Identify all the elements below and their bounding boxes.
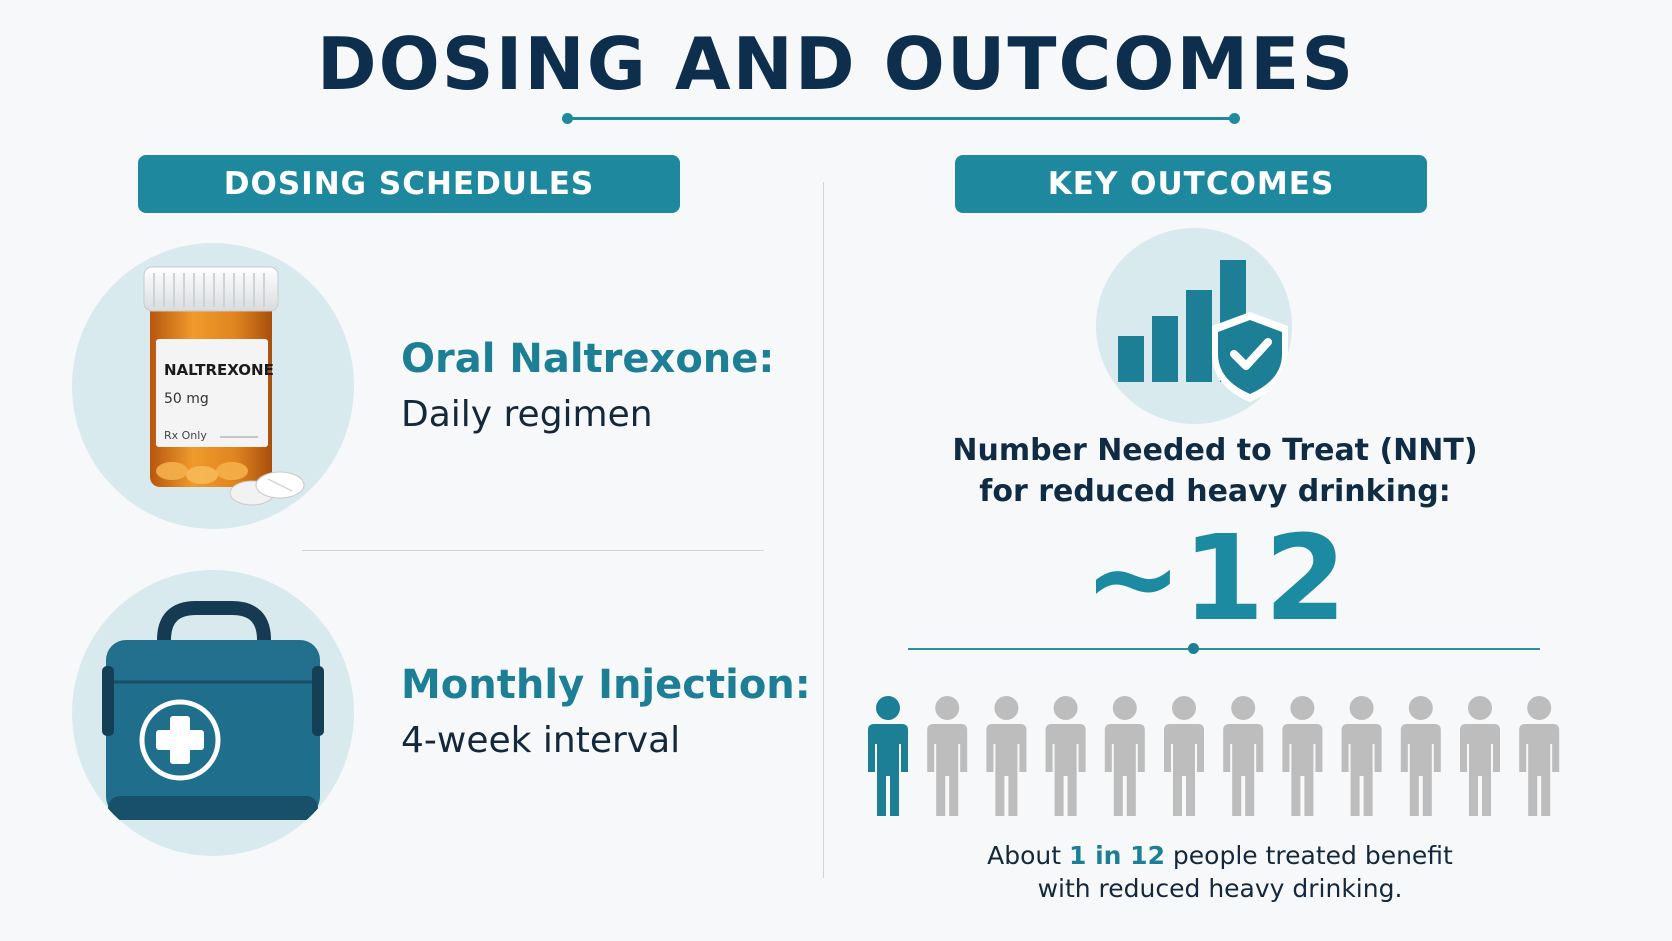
bottle-label-dose: 50 mg [164, 391, 209, 407]
pill-bottle-illustration: NALTREXONE 50 mg Rx Only [72, 243, 354, 529]
column-divider [823, 182, 824, 878]
dosing-item-divider [302, 550, 764, 551]
dosing-schedules-pill: DOSING SCHEDULES [138, 155, 680, 213]
medical-kit-icon [102, 601, 324, 820]
medical-kit-illustration [72, 570, 354, 856]
person-icon [1104, 696, 1145, 816]
oral-naltrexone-heading: Oral Naltrexone: [401, 336, 775, 382]
person-icon [1519, 696, 1560, 816]
person-icon [1282, 696, 1323, 816]
page-title: DOSING AND OUTCOMES [316, 22, 1356, 106]
key-outcomes-pill: KEY OUTCOMES [955, 155, 1427, 213]
title-underline [562, 113, 1240, 124]
person-icon [1341, 696, 1382, 816]
person-icon [1460, 696, 1500, 816]
person-icon [1045, 696, 1086, 816]
outcome-caption: About 1 in 12 people treated benefit wit… [900, 839, 1540, 905]
person-icon [1223, 696, 1264, 816]
person-icon [986, 696, 1027, 816]
underline-dot-right [1229, 113, 1240, 124]
person-icon [1400, 696, 1441, 816]
nnt-label-line2: for reduced heavy drinking: [979, 474, 1451, 509]
nnt-value: ~12 [1083, 509, 1347, 647]
bottle-label-rx: Rx Only [164, 429, 207, 442]
caption-highlight: 1 in 12 [1069, 841, 1165, 870]
caption-pre: About [987, 841, 1069, 870]
nnt-divider-dot [1188, 643, 1199, 654]
caption-line1: About 1 in 12 people treated benefit [900, 839, 1540, 872]
underline-dot-left [562, 113, 573, 124]
person-icon-highlighted [868, 696, 908, 816]
oral-naltrexone-subtitle: Daily regimen [401, 394, 653, 435]
monthly-injection-subtitle: 4-week interval [401, 720, 681, 761]
nnt-divider [908, 643, 1540, 654]
caption-line2: with reduced heavy drinking. [1037, 874, 1403, 903]
person-icon [927, 696, 968, 816]
pill-bottle-icon: NALTREXONE 50 mg Rx Only [143, 266, 305, 506]
nnt-label-line1: Number Needed to Treat (NNT) [952, 433, 1478, 468]
person-icon [1164, 696, 1204, 816]
people-pictogram [868, 696, 1560, 816]
bottle-label-name: NALTREXONE [164, 361, 274, 379]
bar-chart-shield-check-icon [1118, 260, 1288, 402]
monthly-injection-heading: Monthly Injection: [401, 662, 811, 708]
outcomes-icon-circle [1096, 228, 1292, 424]
caption-post: people treated benefit [1164, 841, 1453, 870]
